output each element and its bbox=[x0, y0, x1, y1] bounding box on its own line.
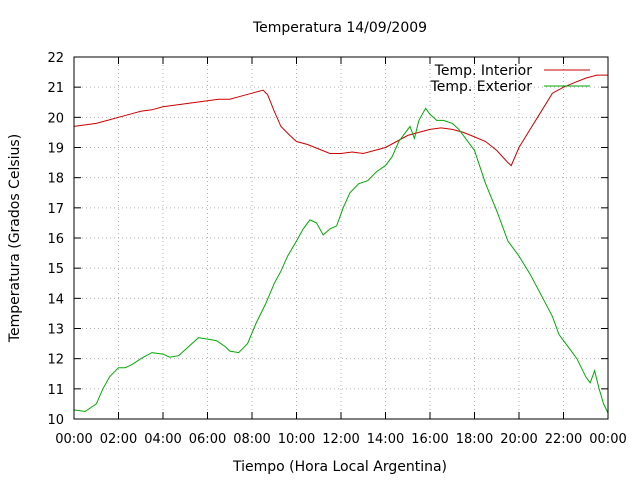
x-tick-label: 20:00 bbox=[500, 432, 537, 447]
y-tick-label: 15 bbox=[47, 262, 64, 277]
y-tick-label: 16 bbox=[47, 232, 64, 247]
chart-title: Temperatura 14/09/2009 bbox=[252, 20, 427, 36]
y-tick-label: 11 bbox=[47, 383, 64, 398]
x-tick-label: 04:00 bbox=[144, 432, 181, 447]
y-tick-label: 10 bbox=[47, 413, 64, 428]
x-tick-label: 06:00 bbox=[189, 432, 226, 447]
y-tick-label: 13 bbox=[47, 323, 64, 338]
x-axis-title: Tiempo (Hora Local Argentina) bbox=[232, 459, 447, 475]
tick-labels: 00:00 02:00 04:00 06:00 08:00 10:00 12:00 14:00… bbox=[47, 51, 626, 447]
x-tick-label: 12:00 bbox=[322, 432, 359, 447]
y-tick-label: 19 bbox=[47, 142, 64, 157]
series-lines bbox=[73, 74, 609, 414]
plot-frame bbox=[73, 56, 609, 420]
y-tick-label: 21 bbox=[47, 81, 64, 96]
x-tick-label: 16:00 bbox=[411, 432, 448, 447]
y-tick-label: 12 bbox=[47, 353, 64, 368]
series-line-2 bbox=[73, 107, 609, 414]
x-tick-label: 08:00 bbox=[233, 432, 270, 447]
y-tick-label: 22 bbox=[47, 51, 64, 66]
x-tick-label: 18:00 bbox=[456, 432, 493, 447]
x-tick-label: 00:00 bbox=[589, 432, 626, 447]
x-tick-label: 02:00 bbox=[100, 432, 137, 447]
series-line-1 bbox=[73, 74, 608, 167]
y-tick-label: 20 bbox=[47, 111, 64, 126]
grid-lines bbox=[74, 57, 608, 419]
x-tick-label: 10:00 bbox=[278, 432, 315, 447]
x-tick-label: 00:00 bbox=[55, 432, 92, 447]
y-axis-title: Temperatura (Grados Celsius) bbox=[7, 134, 23, 343]
x-tick-label: 22:00 bbox=[545, 432, 582, 447]
legend-label-1: Temp. Interior bbox=[434, 63, 533, 79]
legend-label-2: Temp. Exterior bbox=[430, 79, 533, 95]
y-tick-label: 18 bbox=[47, 172, 64, 187]
y-tick-label: 17 bbox=[47, 202, 64, 217]
x-tick-label: 14:00 bbox=[367, 432, 404, 447]
y-tick-label: 14 bbox=[47, 292, 64, 307]
